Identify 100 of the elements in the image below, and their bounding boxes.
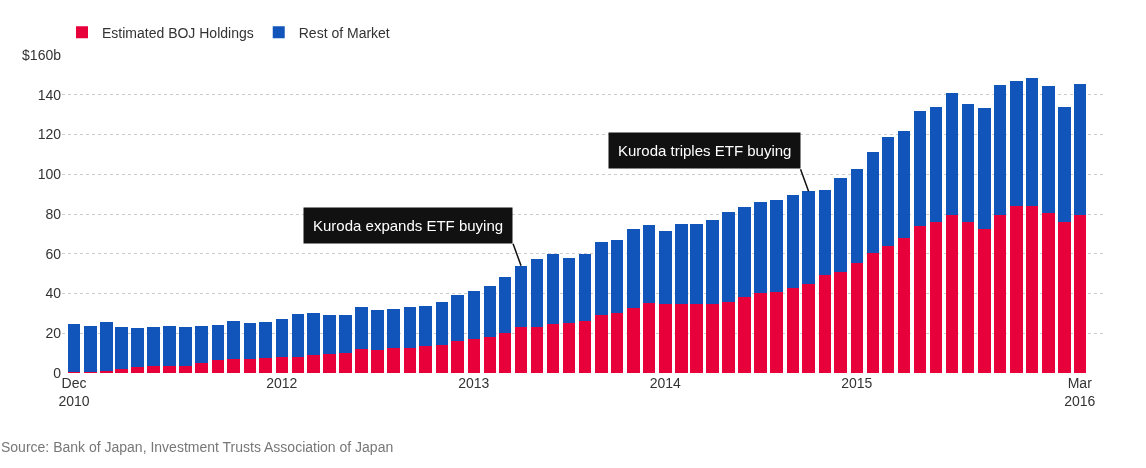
bar [929, 107, 943, 222]
bar [115, 368, 128, 373]
y-tick-label: 60 [45, 245, 62, 262]
bar [339, 353, 352, 373]
bar [530, 327, 544, 373]
bar [595, 314, 608, 373]
bar [642, 224, 656, 303]
x-tick-label: 2013 [458, 375, 490, 391]
bar [291, 356, 305, 373]
bar [131, 367, 144, 373]
bar [993, 84, 1007, 215]
bar [818, 275, 832, 373]
bar [275, 357, 289, 373]
bar [722, 212, 735, 302]
bar [275, 318, 289, 358]
bar [1042, 212, 1055, 373]
bar [978, 108, 991, 230]
bar [483, 336, 497, 373]
bar [627, 229, 640, 308]
bar [675, 223, 688, 305]
bar [467, 338, 481, 373]
bar [323, 353, 336, 373]
bar [339, 314, 352, 354]
bar [435, 301, 449, 346]
bar [1010, 205, 1023, 373]
bar [227, 359, 240, 373]
bar [642, 302, 656, 373]
bar [100, 322, 113, 372]
bar [897, 238, 911, 373]
bar [595, 241, 608, 315]
bar [706, 219, 719, 305]
bar [147, 327, 160, 367]
bar [818, 189, 832, 276]
bar [84, 325, 97, 373]
bar [467, 290, 481, 339]
bar [690, 223, 703, 305]
bar [498, 277, 512, 334]
bar [419, 305, 432, 347]
bar [786, 287, 800, 373]
bar [163, 366, 176, 373]
bar [675, 304, 688, 373]
bar [929, 221, 943, 373]
bar [451, 295, 464, 342]
bar [802, 283, 815, 373]
bar [371, 309, 384, 350]
bar [1058, 221, 1071, 373]
x-tick-label: 2012 [266, 375, 298, 391]
bar [1025, 205, 1039, 373]
bar [163, 325, 176, 367]
bar [403, 347, 417, 373]
bar [578, 320, 592, 373]
bar [770, 199, 783, 292]
bar [1010, 80, 1023, 206]
bar [913, 226, 926, 373]
bar [627, 307, 640, 373]
bar [179, 326, 192, 367]
y-tick-label: 40 [45, 285, 62, 302]
bar [610, 240, 624, 313]
bar [945, 92, 958, 215]
bar [961, 221, 975, 373]
bar [881, 245, 894, 373]
y-tick-label: 0 [53, 364, 62, 381]
bar [419, 346, 432, 373]
bar [659, 230, 672, 305]
bar [897, 131, 911, 239]
bar [546, 254, 560, 324]
x-tick-label: 2014 [649, 375, 682, 391]
bar [291, 313, 305, 357]
bar [355, 349, 368, 373]
bar [211, 324, 225, 361]
y-tick-label: 20 [45, 325, 62, 342]
source-note: Source: Bank of Japan, Investment Trusts Association of Japan [1, 439, 394, 455]
bar [307, 312, 320, 355]
bar [850, 168, 864, 264]
bar [866, 253, 880, 373]
bar [913, 110, 926, 227]
x-tick-label: 2015 [841, 375, 873, 391]
bar [690, 304, 703, 373]
bar [659, 304, 672, 373]
bar [195, 325, 208, 364]
annotation: Kuroda expands ETF buying [313, 217, 504, 234]
bar [881, 137, 894, 246]
y-tick-label: 80 [45, 205, 62, 222]
legend-label: Estimated BOJ Holdings [102, 24, 254, 41]
bar [435, 345, 449, 373]
bar [945, 214, 958, 373]
bar [754, 293, 767, 373]
y-tick-label: 100 [37, 166, 62, 183]
bar [514, 327, 528, 373]
bar [993, 214, 1007, 373]
bar [498, 333, 512, 373]
bar [562, 257, 576, 323]
bar [403, 306, 417, 348]
bar [834, 178, 847, 272]
bar [770, 291, 783, 373]
bar [562, 322, 576, 373]
bar [961, 104, 975, 222]
bar [483, 286, 497, 337]
bar [387, 347, 400, 373]
bar [211, 360, 225, 373]
